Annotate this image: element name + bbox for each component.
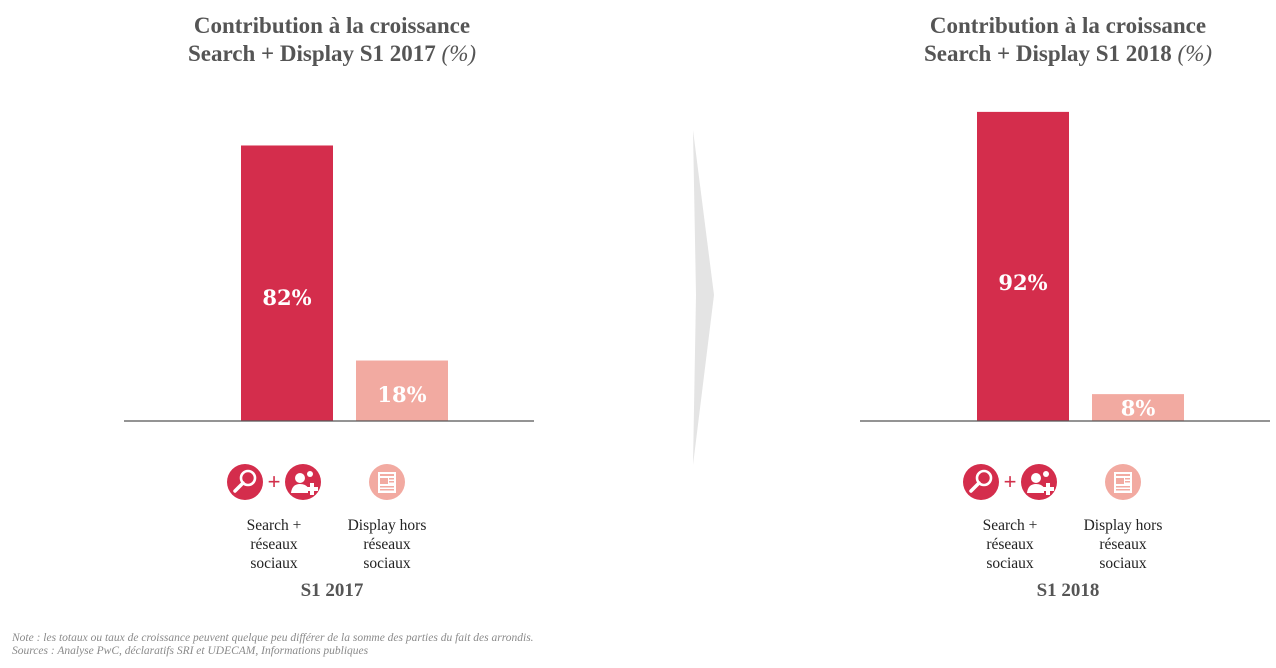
bar-search <box>977 111 1069 421</box>
legend-display-line2: réseaux <box>1099 536 1147 553</box>
chart-title-unit: (%) <box>441 41 477 66</box>
legend-display-line1: Display hors <box>347 517 427 534</box>
legend-display-line3: sociaux <box>1099 555 1147 572</box>
social-network-icon <box>285 464 322 500</box>
legend-search-line2: réseaux <box>250 536 298 553</box>
display-document-icon <box>369 464 405 500</box>
plus-sign: + <box>1003 469 1017 494</box>
bar-chart-2017: 82% 18% <box>124 145 534 422</box>
chart-panel-2017: Contribution à la croissance Search + Di… <box>122 0 542 620</box>
period-label: S1 2017 <box>300 580 364 601</box>
display-document-icon <box>1105 464 1141 500</box>
plus-sign: + <box>267 469 281 494</box>
data-label-display: 8% <box>1121 396 1156 421</box>
legend-search-line1: Search + <box>246 517 302 534</box>
chart-title-unit: (%) <box>1177 41 1213 66</box>
chart-title-main: Contribution à la croissance <box>929 13 1207 38</box>
footnote-note: Note : les totaux ou taux de croissance … <box>12 632 534 644</box>
data-label-search: 82% <box>262 285 311 310</box>
chart-panel-2018: Contribution à la croissance Search + Di… <box>858 0 1276 620</box>
bar-display <box>356 360 448 421</box>
legend-search: + Search + réseaux sociaux <box>209 462 339 573</box>
chart-title-sub: Search + Display S1 2018 <box>923 41 1172 66</box>
chart-title-main: Contribution à la croissance <box>193 13 471 38</box>
data-label-search: 92% <box>998 270 1047 295</box>
legend-search-line3: sociaux <box>986 555 1034 572</box>
chevron-right-icon <box>693 130 714 465</box>
legend-display-line3: sociaux <box>363 555 411 572</box>
legend-search: + Search + réseaux sociaux <box>945 462 1075 573</box>
magnifier-icon <box>226 464 263 500</box>
magnifier-icon <box>962 464 999 500</box>
chart-title: Contribution à la croissance Search + Di… <box>858 12 1276 68</box>
chart-title-sub: Search + Display S1 2017 <box>187 41 436 66</box>
bar-search <box>241 145 333 422</box>
legend-display-line1: Display hors <box>1083 517 1163 534</box>
legend-display: Display hors réseaux sociaux <box>322 462 452 573</box>
data-label-display: 18% <box>377 382 426 407</box>
bar-display <box>1092 394 1184 421</box>
social-network-icon <box>1021 464 1058 500</box>
period-label: S1 2018 <box>1036 580 1100 601</box>
bar-chart-2018: 92% 8% <box>860 111 1270 422</box>
legend-display-line2: réseaux <box>363 536 411 553</box>
chart-title: Contribution à la croissance Search + Di… <box>122 12 542 68</box>
legend-search-line3: sociaux <box>250 555 298 572</box>
legend-search-line1: Search + <box>982 517 1038 534</box>
legend-search-line2: réseaux <box>986 536 1034 553</box>
footnote-sources: Sources : Analyse PwC, déclaratifs SRI e… <box>12 645 369 657</box>
footnote: Note : les totaux ou taux de croissance … <box>12 632 534 658</box>
legend-display: Display hors réseaux sociaux <box>1058 462 1188 573</box>
